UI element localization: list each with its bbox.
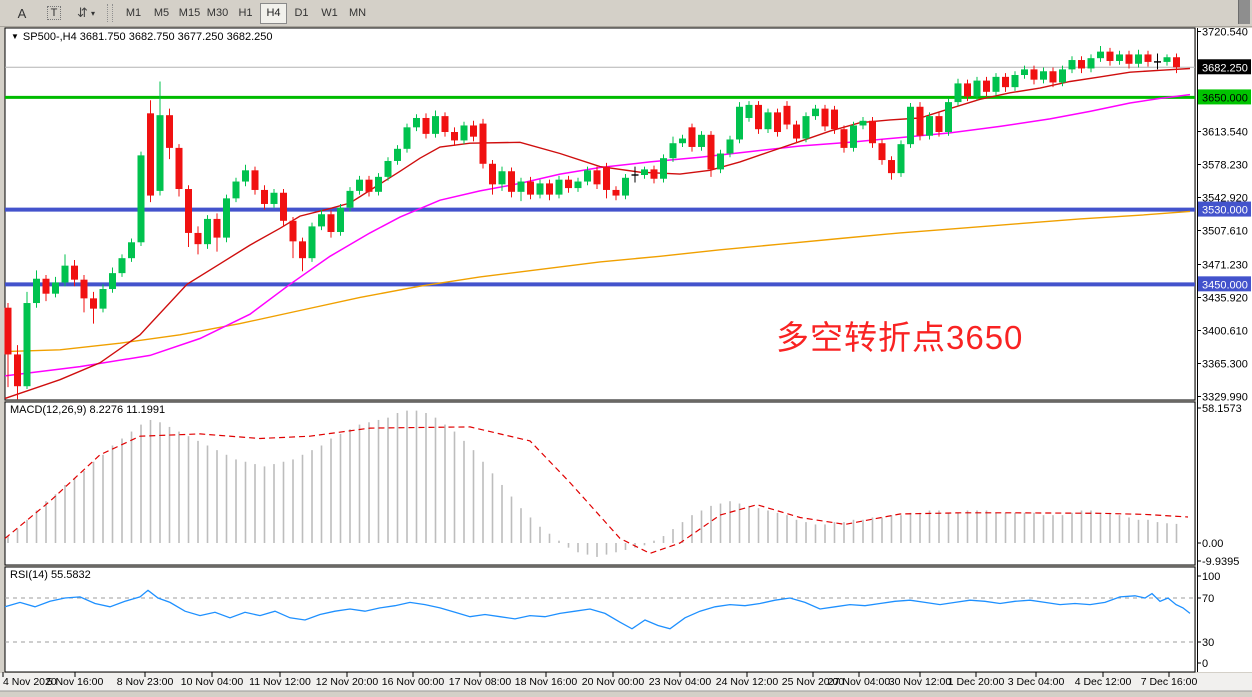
- axis-label: -9.9395: [1202, 556, 1239, 568]
- candlestick-series: [4, 46, 1180, 400]
- price-chip-3650.000: [1198, 89, 1251, 105]
- time-label: 12 Nov 20:00: [316, 676, 379, 688]
- axis-label: 58.1573: [1202, 403, 1242, 415]
- time-label: 25 Nov 20:00: [782, 676, 845, 688]
- axis-label: 3329.990: [1202, 392, 1248, 404]
- timeframe-button-W1[interactable]: W1: [321, 7, 338, 19]
- time-label: 17 Nov 08:00: [449, 676, 512, 688]
- macd-indicator-label: MACD(12,26,9) 8.2276 11.1991: [10, 404, 166, 416]
- axis-label: 3435.920: [1202, 293, 1248, 305]
- axis-label: 70: [1202, 593, 1214, 605]
- collapse-triangle-icon[interactable]: ▼: [11, 32, 19, 41]
- arrow-style-button[interactable]: A: [17, 5, 27, 21]
- timeframe-button-M30[interactable]: M30: [206, 7, 229, 19]
- time-label: 27 Nov 04:00: [828, 676, 891, 688]
- rsi-level-lines: [5, 597, 1195, 643]
- time-label: 10 Nov 04:00: [181, 676, 244, 688]
- time-label: 24 Nov 12:00: [716, 676, 779, 688]
- text-box-icon: T: [46, 6, 62, 20]
- timeframe-button-H4[interactable]: H4: [260, 2, 287, 24]
- time-label: 8 Nov 23:00: [117, 676, 174, 688]
- toolbar-corner-strip: [1238, 0, 1250, 24]
- axis-label: 0.00: [1202, 538, 1223, 550]
- rsi-indicator-label: RSI(14) 55.5832: [10, 569, 91, 581]
- axis-label: 3650.000: [1202, 92, 1248, 104]
- indicator-dropdown-button[interactable]: ⇵ ▾: [72, 3, 100, 23]
- dropdown-caret-icon: ▾: [90, 8, 95, 18]
- time-label: 20 Nov 00:00: [582, 676, 645, 688]
- chart-title-line: ▼ SP500-,H4 3681.750 3682.750 3677.250 36…: [11, 31, 272, 43]
- timeframe-button-M1[interactable]: M1: [125, 7, 142, 19]
- symbol-ohlc-text: SP500-,H4 3681.750 3682.750 3677.250 368…: [22, 31, 273, 43]
- axis-label: 3507.610: [1202, 226, 1248, 238]
- axis-label: 3613.540: [1202, 127, 1248, 139]
- timeframe-group: M1 M5 M15 M30 H1 H4 D1 W1 MN: [120, 2, 372, 24]
- ma-mid-line: [4, 93, 1191, 377]
- timeframe-button-MN[interactable]: MN: [348, 7, 367, 19]
- price-chip-3530.000: [1198, 201, 1251, 217]
- time-label: 7 Dec 16:00: [1141, 676, 1198, 688]
- horizontal-levels: [5, 66, 1195, 287]
- time-label: 18 Nov 16:00: [515, 676, 578, 688]
- chart-text-annotation[interactable]: 多空转折点3650: [776, 319, 1024, 356]
- time-label: 3 Dec 04:00: [1008, 676, 1065, 688]
- time-label: 30 Nov 12:00: [889, 676, 952, 688]
- price-chip-3450.000: [1198, 276, 1251, 292]
- rsi-line: [4, 589, 1191, 630]
- axis-label: 3450.000: [1202, 279, 1248, 291]
- timeframe-button-H1[interactable]: H1: [238, 7, 253, 19]
- axis-label: 100: [1202, 571, 1220, 583]
- axis-label: 3578.230: [1202, 160, 1248, 172]
- time-label: 1 Dec 20:00: [948, 676, 1005, 688]
- timeframe-button-M15[interactable]: M15: [178, 7, 201, 19]
- axis-label: 3530.000: [1202, 205, 1248, 217]
- time-label: 23 Nov 04:00: [649, 676, 712, 688]
- sort-arrows-icon: ⇵: [77, 5, 88, 20]
- axis-label: 3365.300: [1202, 359, 1248, 371]
- axis-label: 3471.230: [1202, 260, 1248, 272]
- toolbar-grip[interactable]: [107, 4, 113, 22]
- axis-label: 3682.250: [1202, 62, 1248, 74]
- time-label: 5 Nov 16:00: [47, 676, 104, 688]
- axis-label: 30: [1202, 637, 1214, 649]
- time-label: 4 Nov 2020: [3, 676, 57, 688]
- ma-slow-line: [4, 210, 1191, 353]
- axis-label: 3542.920: [1202, 193, 1248, 205]
- rsi-panel[interactable]: [4, 566, 1196, 673]
- price-axis[interactable]: 3720.540 3682.250 3650.000 3613.540 3578.230…: [1197, 27, 1251, 671]
- ma-fast-line: [4, 67, 1191, 400]
- time-label: 11 Nov 12:00: [249, 676, 311, 688]
- time-label: 16 Nov 00:00: [382, 676, 445, 688]
- axis-label: 3400.610: [1202, 326, 1248, 338]
- macd-panel[interactable]: [4, 401, 1196, 566]
- time-label: 4 Dec 12:00: [1075, 676, 1132, 688]
- toolbar: A T ⇵ ▾ M1 M5 M15 M30 H1 H4 D1 W1 MN: [0, 0, 1252, 27]
- text-annotation-button[interactable]: T: [40, 3, 68, 23]
- timeframe-button-M5[interactable]: M5: [153, 7, 170, 19]
- macd-histogram: [7, 410, 1178, 557]
- axis-label: 3720.540: [1202, 27, 1248, 39]
- macd-signal-line: [4, 426, 1189, 555]
- panel-backgrounds: [0, 27, 1252, 697]
- timeframe-button-D1[interactable]: D1: [294, 7, 309, 19]
- axis-label: 0: [1202, 658, 1208, 670]
- price-chip-3682.250: [1198, 59, 1251, 75]
